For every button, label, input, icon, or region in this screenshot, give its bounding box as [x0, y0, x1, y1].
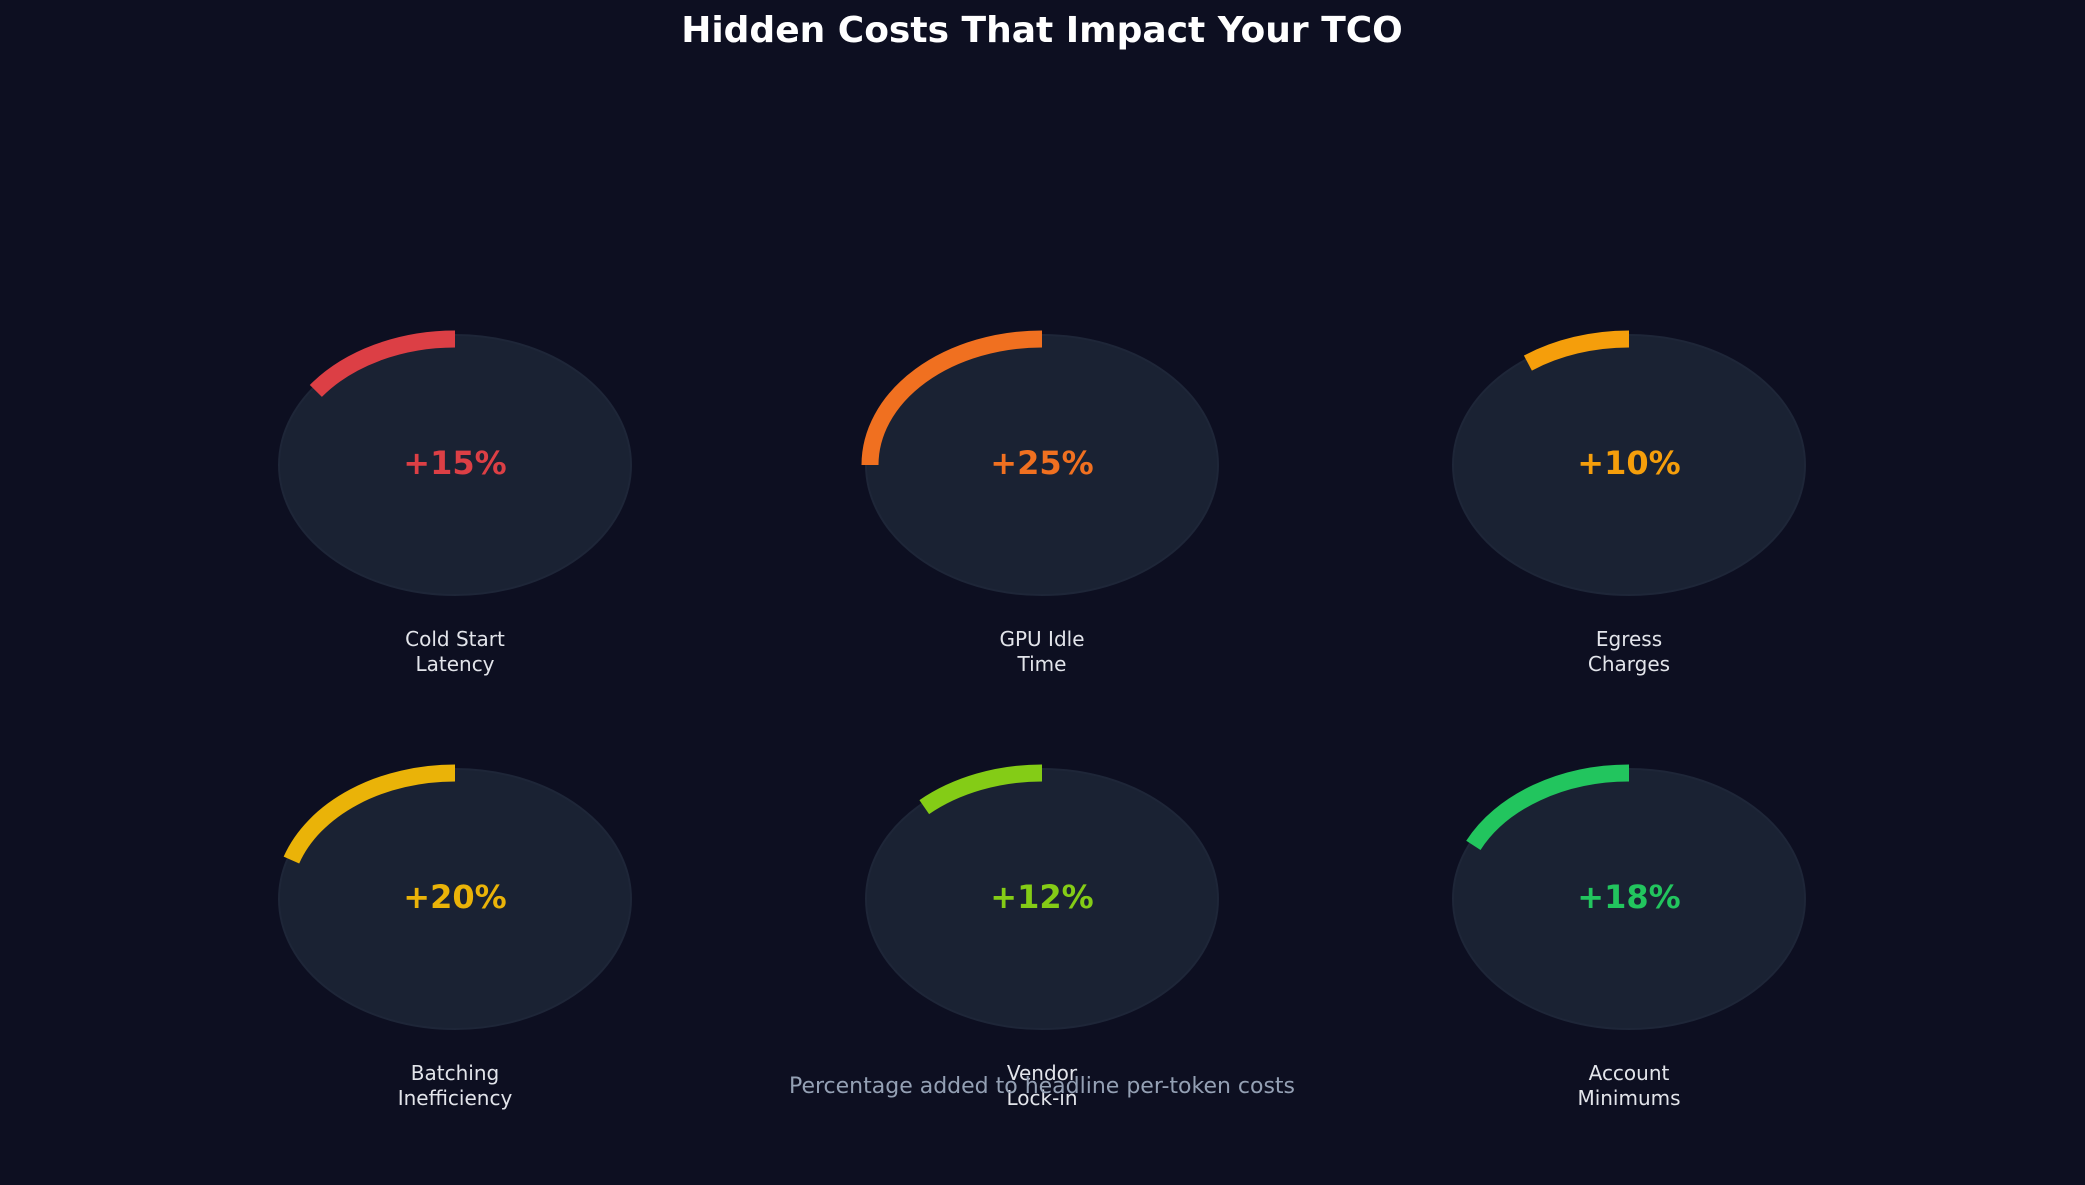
- gauge-arc: [309, 330, 456, 398]
- gauge-category-label-line: Vendor: [1007, 1061, 1078, 1085]
- gauge-arc: [283, 764, 456, 864]
- gauge-value-label: +15%: [403, 444, 506, 482]
- gauge-category-label-line: Latency: [415, 652, 494, 676]
- chart-subtitle: Percentage added to headline per-token c…: [789, 1074, 1295, 1099]
- gauge-background-circle: [865, 768, 1219, 1030]
- gauge-background-circle: [278, 334, 632, 596]
- chart-title: Hidden Costs That Impact Your TCO: [681, 10, 1403, 51]
- gauge-category-label-line: GPU Idle: [999, 627, 1084, 651]
- gauge-value-label: +18%: [1577, 878, 1680, 916]
- gauge-category-label-line: Cold Start: [405, 627, 505, 651]
- gauge-arc: [1523, 330, 1630, 371]
- gauge-category-label-line: Lock-in: [1006, 1086, 1077, 1110]
- gauge-category-label-line: Charges: [1588, 652, 1670, 676]
- gauge-category-label-line: Minimums: [1577, 1086, 1680, 1110]
- gauge-category-label-line: Account: [1589, 1061, 1670, 1085]
- gauge-category-label-line: Inefficiency: [398, 1086, 513, 1110]
- gauge-arc: [1466, 764, 1630, 851]
- gauge-category-label-line: Batching: [411, 1061, 499, 1085]
- gauge-arc: [861, 330, 1043, 466]
- gauge-value-label: +25%: [990, 444, 1093, 482]
- gauge-value-label: +10%: [1577, 444, 1680, 482]
- gauge-arc: [919, 764, 1043, 815]
- gauge-value-label: +12%: [990, 878, 1093, 916]
- gauge-category-label-line: Time: [1017, 652, 1067, 676]
- gauge-category-label-line: Egress: [1596, 627, 1662, 651]
- gauge-value-label: +20%: [403, 878, 506, 916]
